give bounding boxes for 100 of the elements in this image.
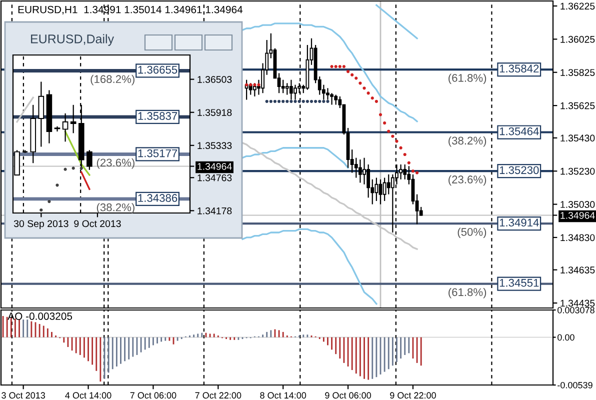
annotation: (50%) <box>458 228 486 238</box>
point <box>302 100 305 103</box>
y-tick-label: 1.35918 <box>198 109 232 116</box>
ref-line-label: 1.34386 <box>138 194 178 202</box>
ref-line-label: 1.35464 <box>500 127 539 136</box>
point <box>265 100 268 103</box>
candlestick <box>374 177 378 202</box>
line-series <box>376 4 418 40</box>
ref-line-label: 1.35842 <box>500 64 539 73</box>
chart-title: AO -0.003205 <box>8 312 72 320</box>
point <box>294 100 297 103</box>
line-series <box>242 228 378 305</box>
point <box>407 161 410 164</box>
point <box>310 100 314 103</box>
candlestick <box>354 157 358 178</box>
candlestick <box>378 178 382 205</box>
point <box>64 168 67 171</box>
y-tick-label: 1.35230 <box>560 168 595 175</box>
point <box>269 100 272 103</box>
point <box>40 208 43 212</box>
line-series <box>242 147 349 169</box>
point <box>48 200 51 204</box>
point <box>318 100 322 103</box>
ref-line-label: 1.35837 <box>138 112 178 120</box>
y-tick-label: 1.34178 <box>198 207 232 214</box>
point <box>338 64 342 68</box>
x-tick-label: 9 Oct 06:00 <box>325 392 372 399</box>
point <box>257 83 260 86</box>
point <box>350 73 354 76</box>
x-tick-label: 3 Oct 2013 <box>2 392 46 399</box>
point <box>249 83 252 86</box>
chart-title: EURUSD,H1 1.34991 1.35014 1.34961 1.34964 <box>18 6 243 14</box>
line-series <box>64 130 90 176</box>
ref-line-label: 1.36655 <box>138 66 178 74</box>
candlestick <box>386 174 390 195</box>
point <box>411 170 415 173</box>
point <box>358 82 362 85</box>
point <box>282 100 285 103</box>
point <box>277 100 281 103</box>
point <box>253 83 256 86</box>
annotation: (61.8%) <box>448 288 486 298</box>
point <box>314 100 318 103</box>
y-tick-label: 1.34763 <box>198 174 232 182</box>
annotation: (61.8%) <box>448 74 486 84</box>
chart-title: EURUSD,Daily <box>31 34 114 46</box>
annotation: (168.2%) <box>90 74 134 86</box>
candlestick <box>362 157 366 185</box>
annotation: (38.2%) <box>96 203 134 214</box>
y-tick-label: 0.00 <box>558 334 574 341</box>
y-tick-label: 1.35333 <box>198 142 232 150</box>
y-tick-label: 1.36225 <box>560 2 595 10</box>
candlestick <box>382 177 386 202</box>
point <box>286 100 289 103</box>
x-tick-label: 9 Oct 22:00 <box>390 392 436 399</box>
point <box>366 92 370 95</box>
x-tick-label: 9 Oct 2013 <box>74 220 121 228</box>
y-tick-label: -0.00539 <box>558 382 592 388</box>
point <box>378 113 382 116</box>
candlestick <box>54 126 60 132</box>
y-tick-label: 1.34635 <box>560 266 595 274</box>
x-tick-label: 7 Oct 22:00 <box>195 392 242 399</box>
line-series <box>242 22 418 122</box>
point <box>415 171 419 174</box>
point <box>342 64 346 68</box>
y-tick-label: 1.34830 <box>560 234 595 242</box>
point <box>245 83 248 86</box>
point <box>306 100 309 103</box>
candlestick <box>252 82 256 97</box>
y-tick-label: 0.003078 <box>558 306 594 314</box>
y-tick-label: 1.35825 <box>560 69 595 76</box>
y-tick-label: 1.35625 <box>560 102 595 110</box>
point <box>391 134 394 138</box>
point <box>290 100 293 103</box>
candlestick <box>70 104 76 134</box>
candlestick <box>62 112 68 142</box>
candlestick <box>281 79 285 94</box>
ref-line-label: 1.34914 <box>500 218 539 227</box>
candlestick <box>86 150 92 170</box>
y-tick-label: 1.34964 <box>198 163 232 170</box>
point <box>80 166 83 170</box>
point <box>387 130 390 133</box>
y-tick-label: 1.34964 <box>560 212 595 219</box>
ref-line-label: 1.35177 <box>138 149 178 158</box>
y-tick-label: 1.36025 <box>560 36 595 43</box>
point <box>399 146 402 150</box>
point <box>354 76 358 80</box>
point <box>326 100 330 103</box>
x-tick-label: 7 Oct 06:00 <box>130 392 176 399</box>
annotation: (38.2%) <box>448 136 486 147</box>
point <box>330 64 334 68</box>
y-tick-label: 1.35030 <box>560 201 595 208</box>
point <box>362 86 366 90</box>
candlestick <box>334 94 338 106</box>
x-tick-label: 30 Sep 2013 <box>14 220 68 230</box>
y-tick-label: 1.36503 <box>198 76 232 83</box>
annotation: (23.6%) <box>96 158 134 169</box>
point <box>346 70 350 74</box>
candlestick <box>38 81 44 148</box>
point <box>374 100 378 103</box>
point <box>334 64 338 68</box>
